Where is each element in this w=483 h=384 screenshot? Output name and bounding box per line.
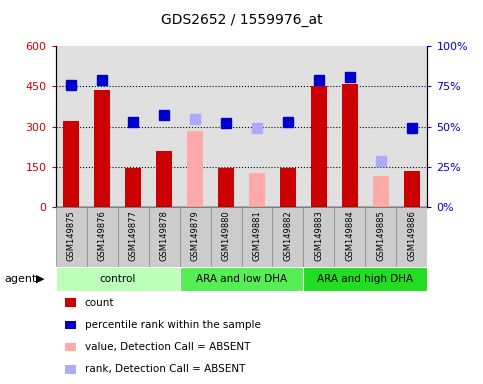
- Text: agent: agent: [5, 274, 37, 284]
- Bar: [249, 173, 265, 207]
- Text: GSM149881: GSM149881: [253, 210, 261, 261]
- Bar: [280, 167, 296, 207]
- Bar: [187, 131, 203, 207]
- Bar: [342, 84, 358, 207]
- Bar: [311, 86, 327, 207]
- Bar: [156, 151, 172, 207]
- Text: ARA and high DHA: ARA and high DHA: [317, 274, 413, 284]
- Bar: [218, 168, 234, 207]
- Text: value, Detection Call = ABSENT: value, Detection Call = ABSENT: [85, 342, 250, 352]
- Text: ARA and low DHA: ARA and low DHA: [196, 274, 287, 284]
- Bar: [373, 175, 389, 207]
- Bar: [86, 207, 117, 267]
- Bar: [125, 167, 141, 207]
- Bar: [56, 267, 180, 291]
- Bar: [211, 207, 242, 267]
- Bar: [56, 207, 86, 267]
- Text: control: control: [99, 274, 136, 284]
- Bar: [242, 207, 272, 267]
- Text: GSM149879: GSM149879: [190, 210, 199, 261]
- Text: GSM149875: GSM149875: [67, 210, 75, 261]
- Bar: [272, 207, 303, 267]
- Text: GSM149882: GSM149882: [284, 210, 293, 261]
- Text: GSM149880: GSM149880: [222, 210, 230, 261]
- Text: percentile rank within the sample: percentile rank within the sample: [85, 320, 260, 330]
- Bar: [366, 207, 397, 267]
- Text: GSM149884: GSM149884: [345, 210, 355, 261]
- Text: GSM149883: GSM149883: [314, 210, 324, 261]
- Bar: [303, 267, 427, 291]
- Text: GSM149877: GSM149877: [128, 210, 138, 261]
- Bar: [303, 207, 334, 267]
- Bar: [149, 207, 180, 267]
- Text: count: count: [85, 298, 114, 308]
- Bar: [334, 207, 366, 267]
- Text: GSM149878: GSM149878: [159, 210, 169, 261]
- Bar: [117, 207, 149, 267]
- Text: GDS2652 / 1559976_at: GDS2652 / 1559976_at: [161, 13, 322, 27]
- Bar: [404, 171, 420, 207]
- Bar: [180, 207, 211, 267]
- Text: GSM149886: GSM149886: [408, 210, 416, 261]
- Text: GSM149876: GSM149876: [98, 210, 107, 261]
- Bar: [397, 207, 427, 267]
- Bar: [94, 90, 110, 207]
- Bar: [63, 121, 79, 207]
- Bar: [180, 267, 303, 291]
- Text: ▶: ▶: [36, 274, 45, 284]
- Text: rank, Detection Call = ABSENT: rank, Detection Call = ABSENT: [85, 364, 245, 374]
- Text: GSM149885: GSM149885: [376, 210, 385, 261]
